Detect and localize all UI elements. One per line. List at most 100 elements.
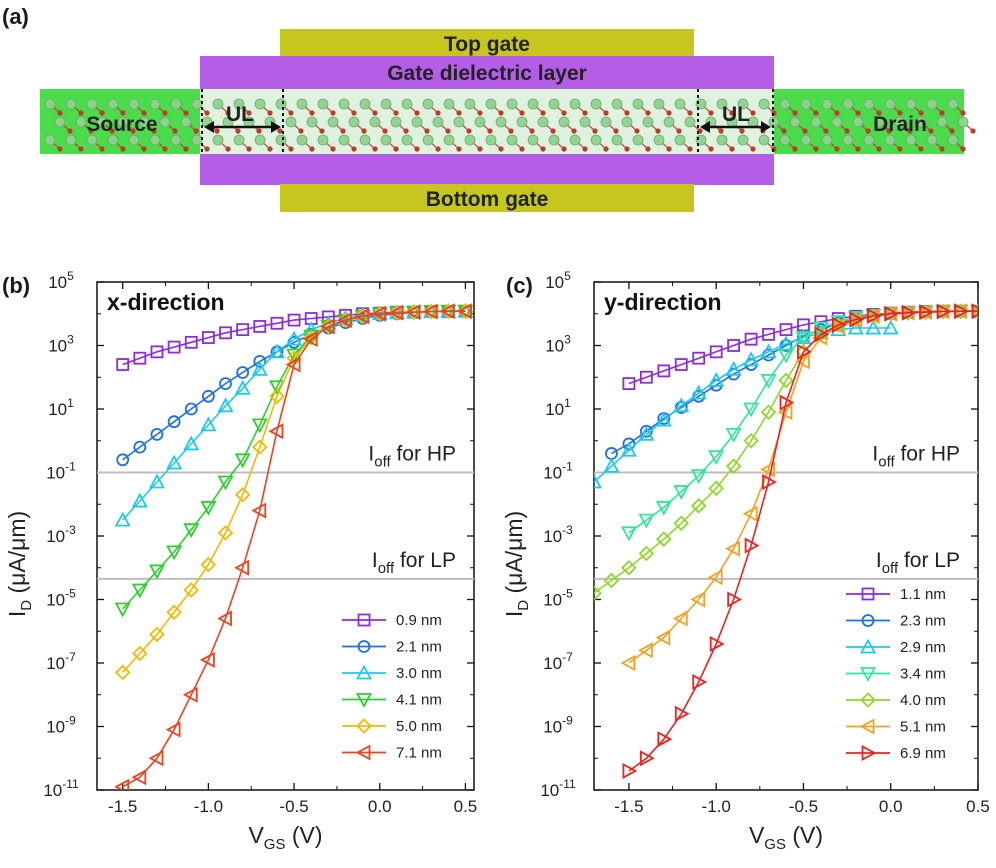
- series-line: [594, 327, 891, 483]
- series-group: [594, 303, 978, 779]
- data-point: [690, 591, 706, 608]
- x-tick-label: 0.0: [368, 797, 392, 816]
- data-point: [165, 721, 181, 738]
- data-point: [457, 303, 472, 320]
- data-point: [253, 354, 267, 368]
- data-point: [132, 645, 148, 662]
- data-point: [744, 332, 758, 346]
- x-tick-label: -1.5: [614, 797, 643, 816]
- chart-title: x-direction: [107, 289, 225, 315]
- data-point: [760, 461, 775, 478]
- data-point: [760, 343, 777, 359]
- legend-marker: [356, 718, 372, 734]
- ul-right-label: UL: [722, 103, 750, 126]
- data-point: [674, 358, 688, 371]
- data-point: [849, 311, 865, 328]
- y-tick-label: 10-11: [43, 777, 79, 800]
- data-point: [884, 305, 900, 322]
- data-point: [217, 610, 232, 627]
- data-point: [708, 450, 725, 466]
- data-point: [234, 379, 251, 395]
- data-point: [622, 377, 636, 391]
- data-point: [603, 572, 620, 589]
- data-point: [657, 364, 671, 378]
- data-point: [743, 351, 760, 367]
- data-point: [622, 762, 638, 779]
- data-point: [725, 427, 742, 443]
- data-point: [184, 335, 198, 349]
- data-point: [200, 416, 217, 432]
- legend-item: 3.0 nm: [342, 664, 442, 682]
- y-tick-label: 10-3: [543, 523, 573, 546]
- data-point: [337, 312, 352, 329]
- data-point: [150, 427, 164, 441]
- ul-left-arrow: [204, 121, 281, 133]
- legend-marker: [861, 614, 875, 627]
- data-point: [760, 404, 777, 420]
- y-tick-label: 10-1: [543, 460, 573, 483]
- data-point: [638, 426, 655, 441]
- data-point: [388, 304, 404, 321]
- data-point: [656, 531, 672, 547]
- data-point: [708, 372, 725, 387]
- data-point: [674, 401, 688, 414]
- legend-marker: [861, 744, 877, 762]
- data-point: [234, 559, 250, 576]
- legend-item: 4.1 nm: [342, 692, 442, 709]
- legend-item: 0.9 nm: [342, 612, 442, 629]
- data-point: [672, 610, 688, 627]
- data-point: [166, 604, 182, 620]
- ul-right-arrow: [700, 121, 771, 133]
- data-point: [779, 339, 793, 352]
- data-point: [422, 303, 438, 320]
- data-point: [201, 389, 215, 403]
- y-tick-label: 10-9: [46, 714, 76, 737]
- legend-marker: [357, 640, 371, 653]
- data-point: [114, 664, 131, 681]
- data-point: [217, 525, 234, 541]
- bottom-gate-label: Bottom gate: [426, 188, 549, 211]
- y-tick-label: 101: [545, 396, 571, 419]
- legend-marker: [859, 667, 877, 682]
- data-point: [148, 564, 165, 580]
- data-point: [594, 473, 603, 489]
- data-point: [919, 304, 935, 321]
- data-point: [133, 440, 147, 454]
- y-tick-label: 10-3: [46, 523, 76, 546]
- data-point: [639, 424, 653, 438]
- data-point: [200, 501, 217, 516]
- data-point: [148, 750, 164, 767]
- legend-marker: [859, 718, 875, 735]
- data-point: [166, 454, 183, 470]
- data-point: [116, 358, 130, 371]
- legend-marker: [861, 587, 875, 601]
- chart-y-direction: (c) 10-11 10-9 10-7 10-5 10-3 10-1 101 103 105 -1…: [501, 269, 990, 853]
- data-point: [253, 320, 267, 333]
- data-point: [217, 397, 234, 413]
- data-point: [690, 384, 707, 400]
- y-tick-label: 101: [48, 396, 74, 419]
- data-point: [779, 394, 795, 411]
- drain-label: Drain: [873, 113, 927, 136]
- y-tick-label: 105: [545, 269, 571, 292]
- data-point: [707, 569, 723, 586]
- data-point: [167, 340, 181, 354]
- device-schematic: (a) Top gate Gate dielectric layer Sourc…: [2, 4, 976, 212]
- legend-item: 2.1 nm: [342, 639, 442, 656]
- data-point: [744, 537, 760, 554]
- y-axis-title: ID (μA/μm): [4, 511, 35, 617]
- panel-label-a: (a): [2, 4, 29, 29]
- data-point: [865, 319, 882, 335]
- data-point: [655, 629, 671, 646]
- data-point: [709, 345, 723, 359]
- data-point: [236, 323, 250, 337]
- data-point: [725, 540, 741, 557]
- data-point: [114, 602, 131, 618]
- y-tick-label: 103: [48, 333, 74, 356]
- data-point: [594, 585, 602, 601]
- x-axis-title: VGS (V): [248, 822, 322, 853]
- y-tick-label: 10-9: [543, 714, 573, 737]
- data-point: [114, 511, 131, 527]
- data-point: [657, 731, 673, 748]
